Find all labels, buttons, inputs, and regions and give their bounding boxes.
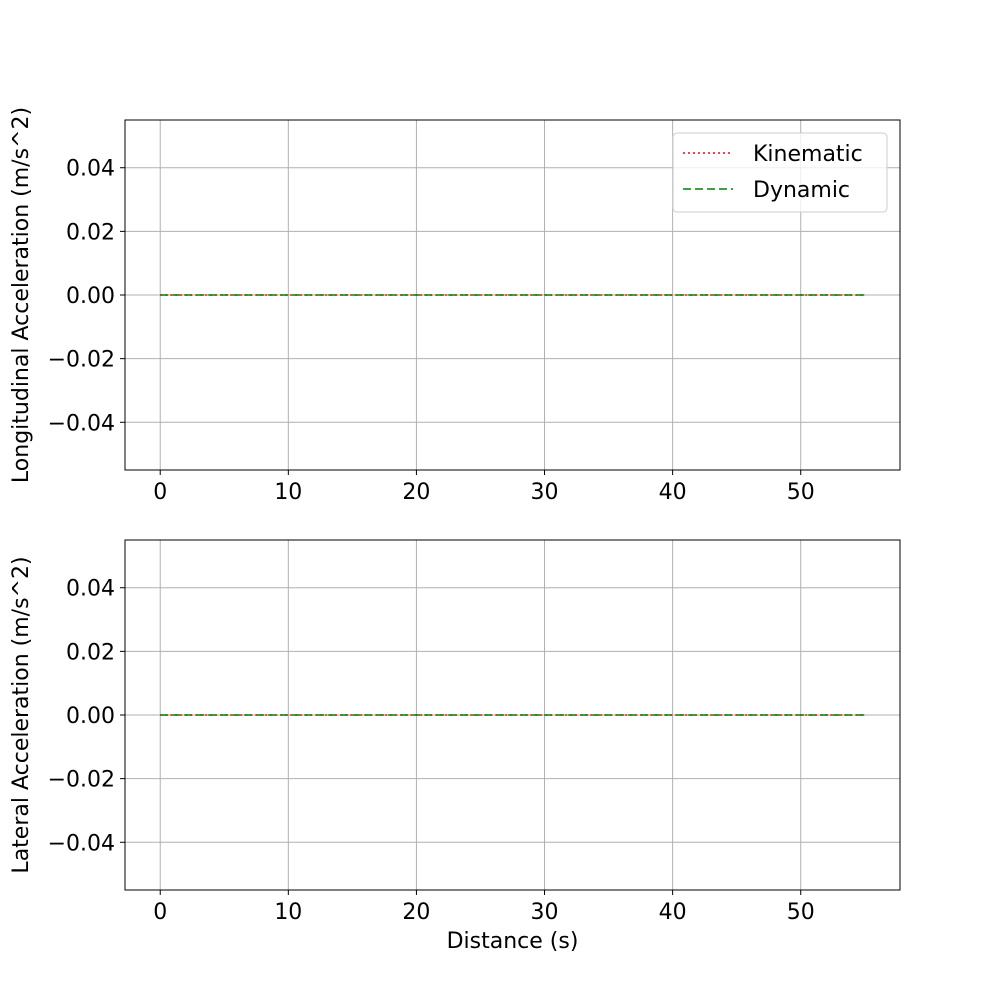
legend-label-kinematic: Kinematic: [753, 142, 863, 167]
y-tick-label: 0.04: [66, 157, 115, 182]
legend-label-dynamic: Dynamic: [753, 178, 850, 203]
legend-box: [672, 132, 888, 213]
x-tick-label: 50: [787, 480, 815, 505]
x-tick-label: 30: [531, 480, 559, 505]
y-tick-label: −0.04: [48, 411, 115, 436]
x-tick-label: 30: [531, 900, 559, 925]
x-tick-label: 10: [274, 900, 302, 925]
x-tick-label: 0: [153, 900, 167, 925]
x-tick-label: 20: [402, 480, 430, 505]
x-tick-label: 20: [402, 900, 430, 925]
x-axis-label: Distance (s): [447, 929, 579, 954]
y-axis-label: Lateral Acceleration (m/s^2): [9, 556, 34, 873]
x-tick-label: 40: [659, 480, 687, 505]
lateral-acceleration-panel: 0 10 20 30 40 50 0.04 0.02 0.00 −0.02 −0.04 Latera…: [9, 539, 901, 954]
longitudinal-acceleration-panel: 0 10 20 30 40 50 0.04 0.02 0.00 −0.02 −0.04 Longit…: [9, 107, 901, 505]
y-tick-label: −0.02: [48, 348, 115, 373]
x-tick-label: 10: [274, 480, 302, 505]
legend: Kinematic Dynamic: [672, 132, 888, 213]
y-tick-label: 0.00: [66, 704, 115, 729]
x-tick-label: 0: [153, 480, 167, 505]
x-tick-label: 40: [659, 900, 687, 925]
y-tick-label: 0.00: [66, 284, 115, 309]
y-tick-label: 0.02: [66, 220, 115, 245]
x-tick-label: 50: [787, 900, 815, 925]
y-tick-label: −0.02: [48, 768, 115, 793]
y-tick-label: 0.04: [66, 577, 115, 602]
y-tick-label: 0.02: [66, 640, 115, 665]
y-axis-label: Longitudinal Acceleration (m/s^2): [9, 107, 34, 483]
y-tick-label: −0.04: [48, 831, 115, 856]
